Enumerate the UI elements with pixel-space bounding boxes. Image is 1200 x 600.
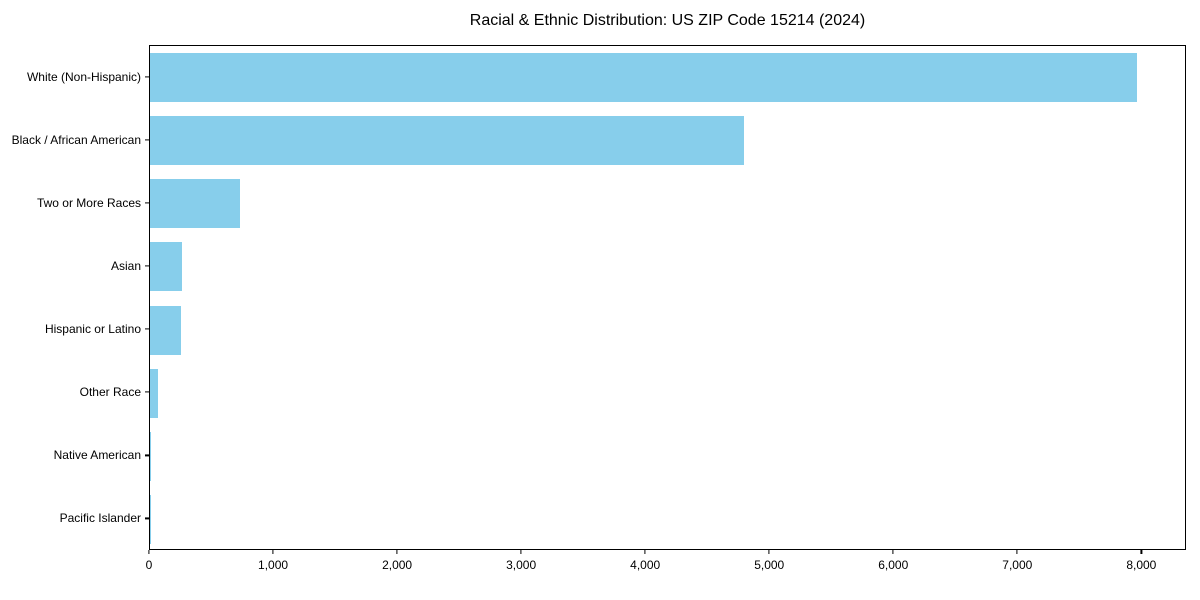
y-tick-mark [145,454,149,456]
y-tick-label: Asian [110,258,141,273]
x-tick-label: 3,000 [506,558,537,572]
x-tick-label: 4,000 [630,558,661,572]
y-tick-mark [145,202,149,204]
y-tick-mark [145,139,149,141]
y-tick-mark [145,391,149,393]
y-tick-label: White (Non-Hispanic) [26,69,141,84]
bar-white-non-hispanic [150,53,1138,103]
bar-two-or-more-races [150,179,240,229]
x-tick-mark [272,550,274,554]
y-tick-mark [145,517,149,520]
y-tick-mark [145,75,149,78]
bar-hispanic-or-latino [150,305,181,355]
x-tick-mark [520,550,522,554]
x-tick-label: 6,000 [878,558,909,572]
plot-area [149,45,1186,550]
x-tick-label: 7,000 [1002,558,1033,572]
y-tick-mark [145,265,149,267]
bar-asian [150,242,182,292]
y-tick-label: Other Race [79,385,141,400]
y-tick-label: Native American [53,448,141,463]
bar-other-race [150,368,159,418]
x-tick-mark [148,550,150,554]
x-tick-label: 5,000 [754,558,785,572]
x-tick-label: 0 [145,558,153,572]
bar-native-american [150,431,152,481]
chart-title: Racial & Ethnic Distribution: US ZIP Cod… [469,12,866,29]
y-tick-label: Pacific Islander [59,511,141,526]
x-tick-mark [644,550,646,554]
x-tick-label: 2,000 [382,558,413,572]
x-tick-mark [396,550,398,554]
y-tick-mark [145,328,149,330]
x-tick-label: 1,000 [258,558,289,572]
y-tick-label: Two or More Races [36,195,141,210]
x-tick-mark [768,550,770,554]
x-tick-label: 8,000 [1126,558,1157,572]
bar-black-african-american [150,116,745,166]
x-tick-mark [1016,550,1018,554]
y-tick-label: Hispanic or Latino [44,322,141,337]
x-tick-mark [892,550,894,554]
y-tick-label: Black / African American [11,132,141,147]
x-tick-mark [1140,550,1142,554]
